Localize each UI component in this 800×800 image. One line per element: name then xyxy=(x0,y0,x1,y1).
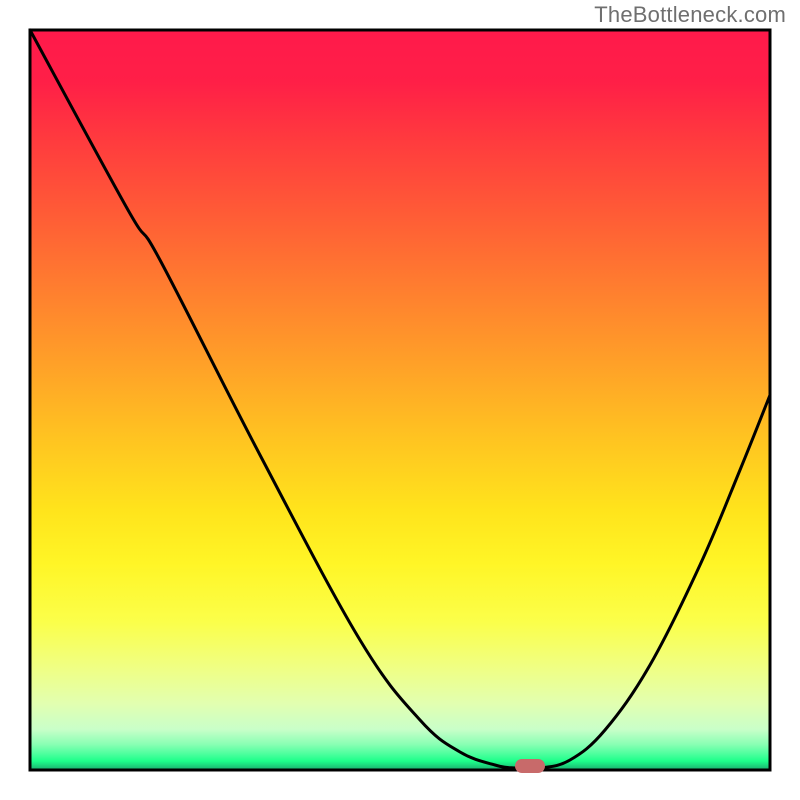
plot-background xyxy=(30,30,770,770)
optimal-marker xyxy=(515,759,545,773)
bottleneck-chart xyxy=(0,0,800,800)
